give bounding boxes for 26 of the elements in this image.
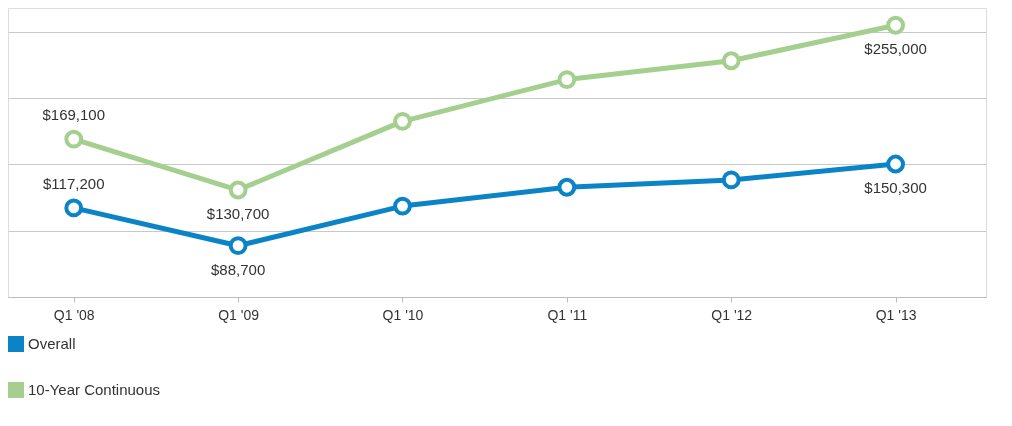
x-tick-label: Q1 '10 [382, 306, 424, 323]
x-tick-label: Q1 '08 [53, 306, 95, 323]
point [557, 70, 577, 89]
point [393, 196, 412, 216]
data-label: $117,200 [43, 174, 105, 192]
point [64, 198, 84, 218]
point [228, 236, 248, 256]
legend-label: 10-Year Continuous [28, 381, 161, 398]
data-label: $255,000 [864, 40, 927, 58]
x-tick-label: Q1 '12 [711, 306, 753, 323]
data-label: $88,700 [211, 260, 266, 278]
data-label: $150,300 [864, 179, 927, 197]
point [557, 177, 577, 197]
point [721, 51, 741, 71]
x-tick-label: Q1 '13 [875, 306, 917, 323]
point [886, 154, 906, 174]
point [721, 170, 741, 190]
point [393, 111, 412, 131]
legend-label: Overall [28, 335, 76, 352]
point [886, 15, 906, 35]
point [64, 129, 84, 149]
x-tick-label: Q1 '11 [547, 306, 588, 323]
data-label: $130,700 [206, 205, 270, 223]
point [228, 180, 248, 200]
data-label: $169,100 [42, 106, 106, 124]
x-tick-label: Q1 '09 [218, 306, 260, 323]
